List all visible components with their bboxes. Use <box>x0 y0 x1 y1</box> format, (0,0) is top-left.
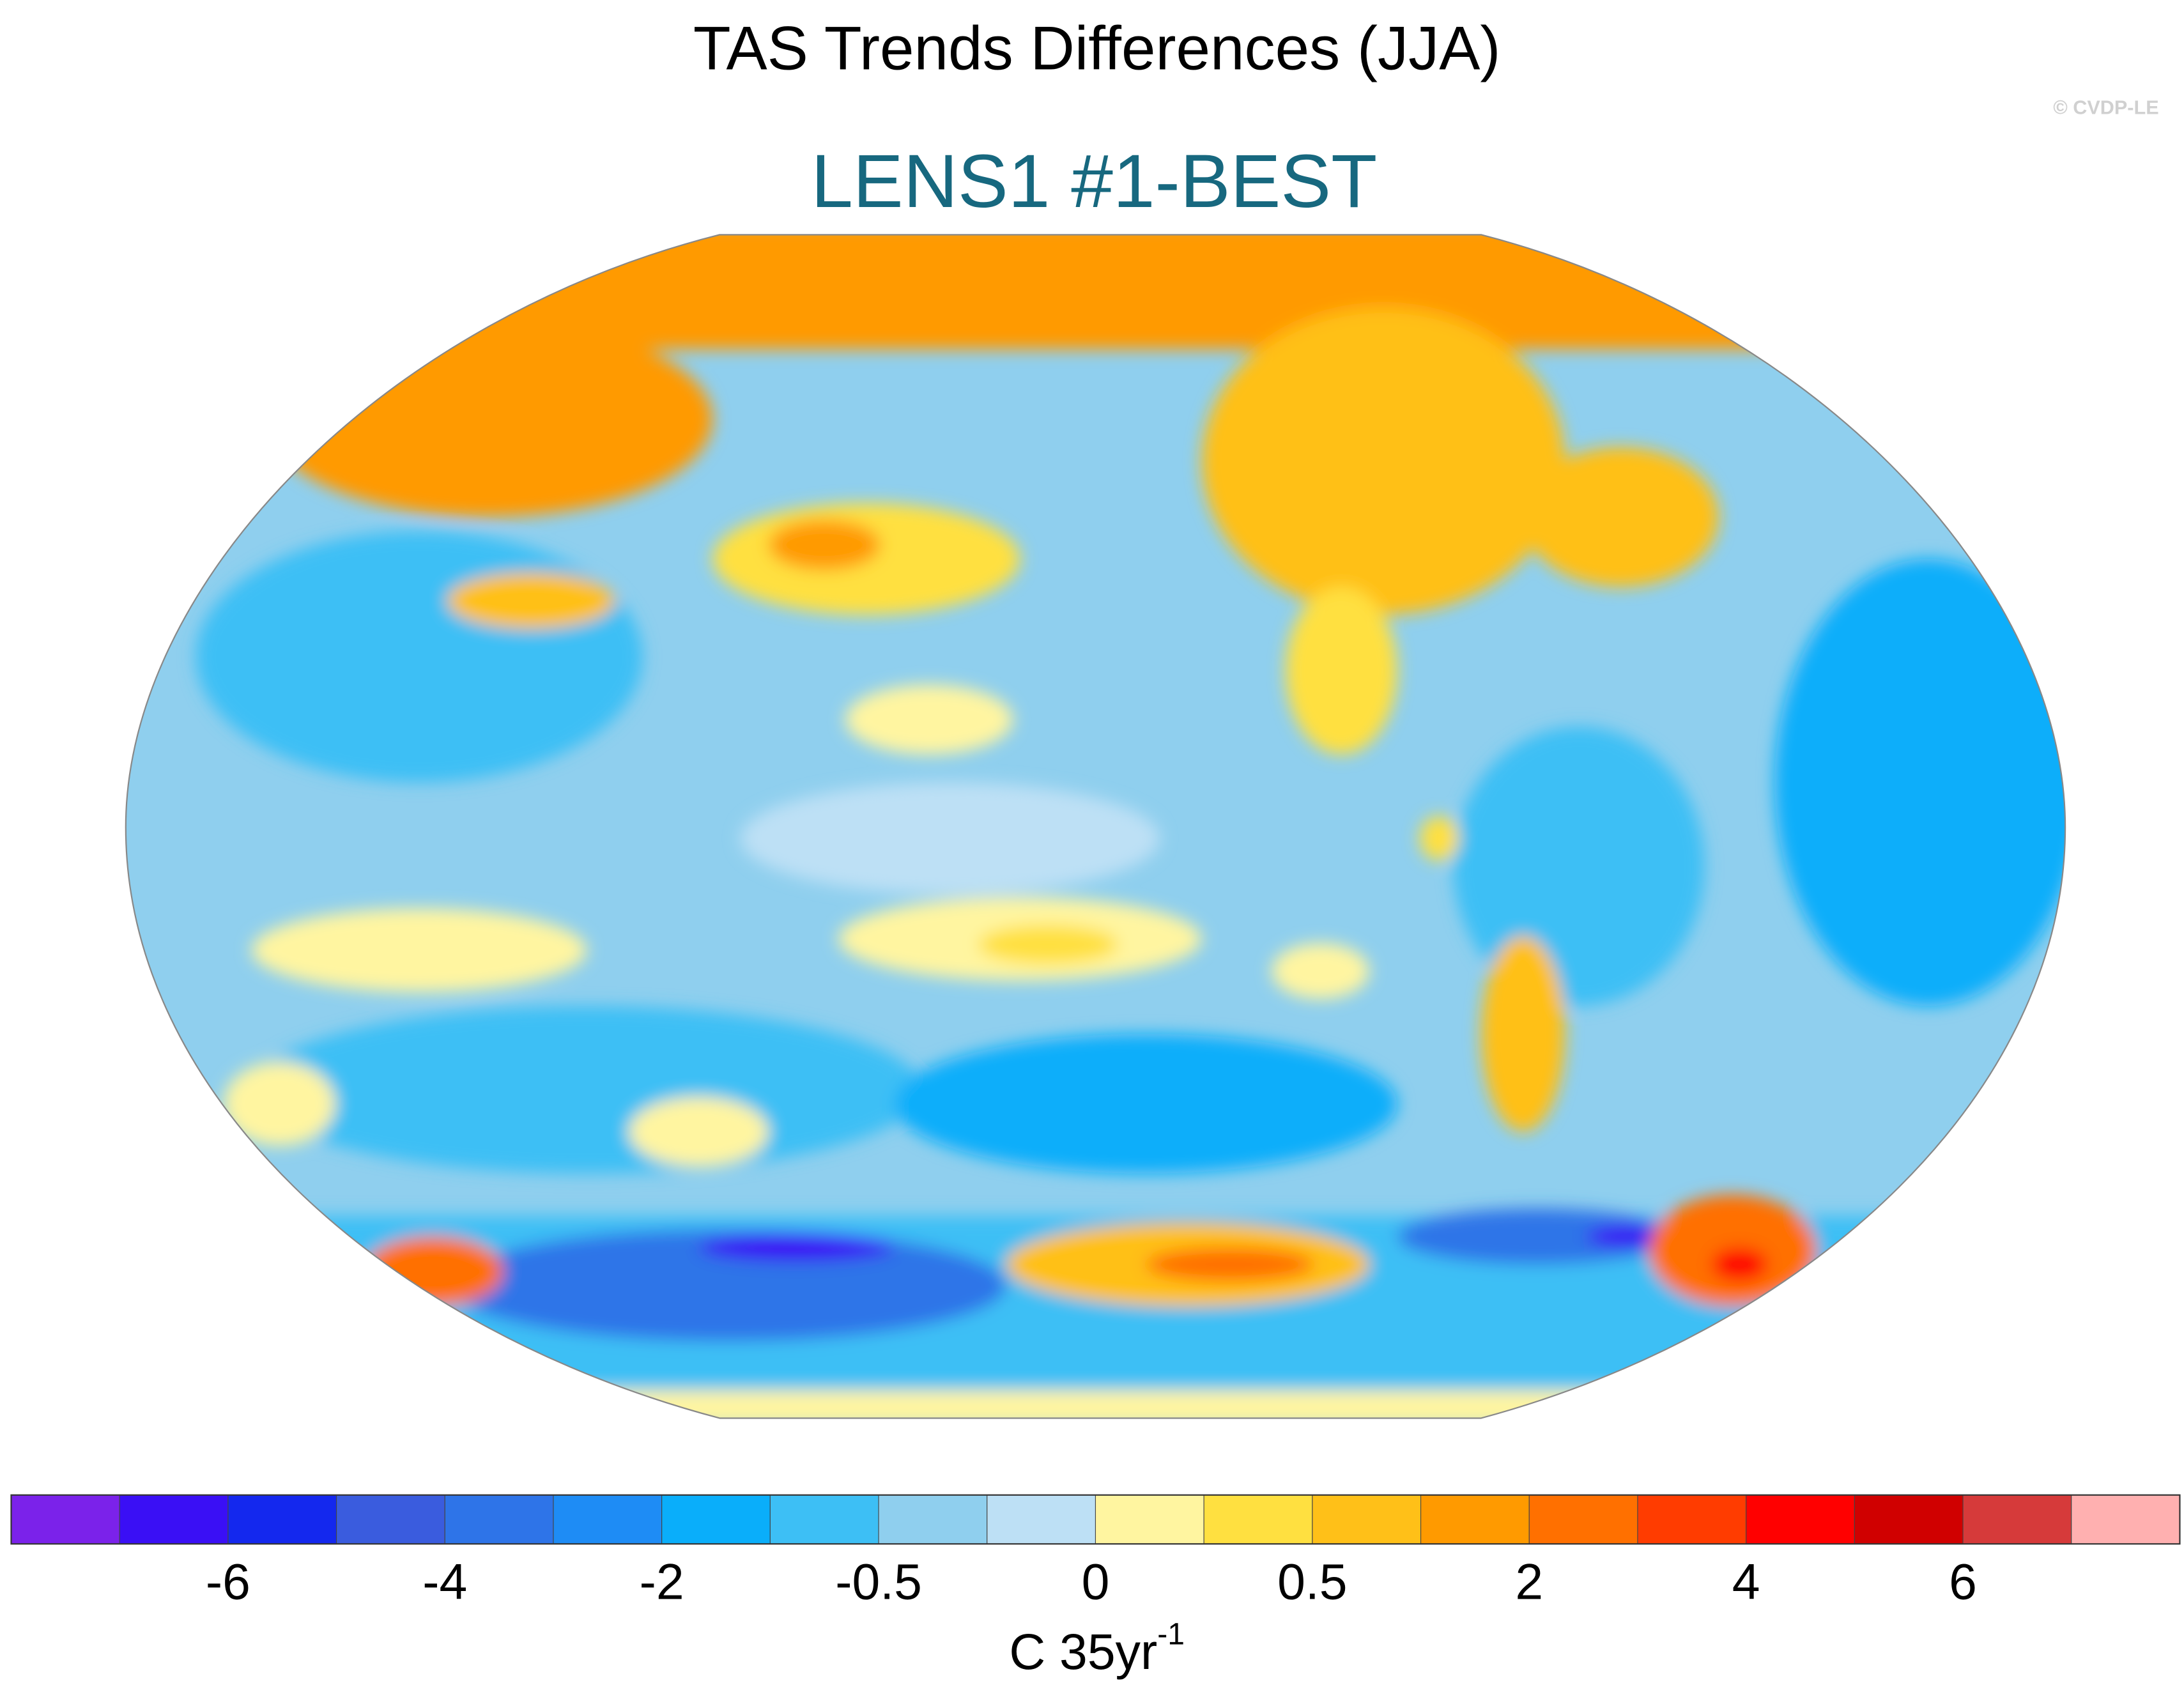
colorbar-label: 2 <box>1515 1554 1543 1610</box>
colorbar-bin <box>1420 1495 1530 1544</box>
map-outline <box>125 234 2066 1419</box>
colorbar-bin <box>1962 1495 2072 1544</box>
colorbar-units: C 35yr-1 <box>1009 1617 1185 1680</box>
colorbar-bin <box>1746 1495 1855 1544</box>
colorbar-bin <box>1528 1495 1638 1544</box>
colorbar-label: -2 <box>640 1554 684 1610</box>
colorbar-bin <box>1203 1495 1313 1544</box>
colorbar-bin <box>1854 1495 1964 1544</box>
units-exponent: -1 <box>1157 1617 1185 1651</box>
units: C 35yr <box>1009 1624 1157 1680</box>
colorbar-bin <box>1095 1495 1204 1544</box>
colorbar: -6 -4 -2 -0.5 0 0.5 2 4 6 C 35yr-1 <box>10 1494 2181 1680</box>
colorbar-bin <box>553 1495 663 1544</box>
colorbar-frame <box>10 1494 2181 1545</box>
colorbar-bin <box>987 1495 1096 1544</box>
copyright: © CVDP-LE <box>2053 97 2158 119</box>
colorbar-label: -4 <box>422 1554 467 1610</box>
title: TAS Trends Differences (JJA) <box>693 15 1501 83</box>
colorbar-label: 4 <box>1732 1554 1760 1610</box>
colorbar-bin <box>1312 1495 1422 1544</box>
colorbar-bin <box>878 1495 988 1544</box>
colorbar-label: 6 <box>1949 1554 1977 1610</box>
colorbar-bin <box>336 1495 445 1544</box>
colorbar-bin <box>1637 1495 1747 1544</box>
colorbar-bin <box>2071 1495 2180 1544</box>
colorbar-bin <box>119 1495 229 1544</box>
colorbar-bin <box>661 1495 771 1544</box>
colorbar-label: 0 <box>1082 1554 1110 1610</box>
colorbar-label: -0.5 <box>835 1554 922 1610</box>
colorbar-bin <box>444 1495 554 1544</box>
subtitle: LENS1 #1-BEST <box>811 139 1377 224</box>
map <box>125 234 2066 1418</box>
colorbar-bin <box>769 1495 879 1544</box>
colorbar-bin <box>10 1495 120 1544</box>
colorbar-label: -6 <box>206 1554 250 1610</box>
colorbar-label: 0.5 <box>1277 1554 1347 1610</box>
colorbar-bin <box>227 1495 337 1544</box>
